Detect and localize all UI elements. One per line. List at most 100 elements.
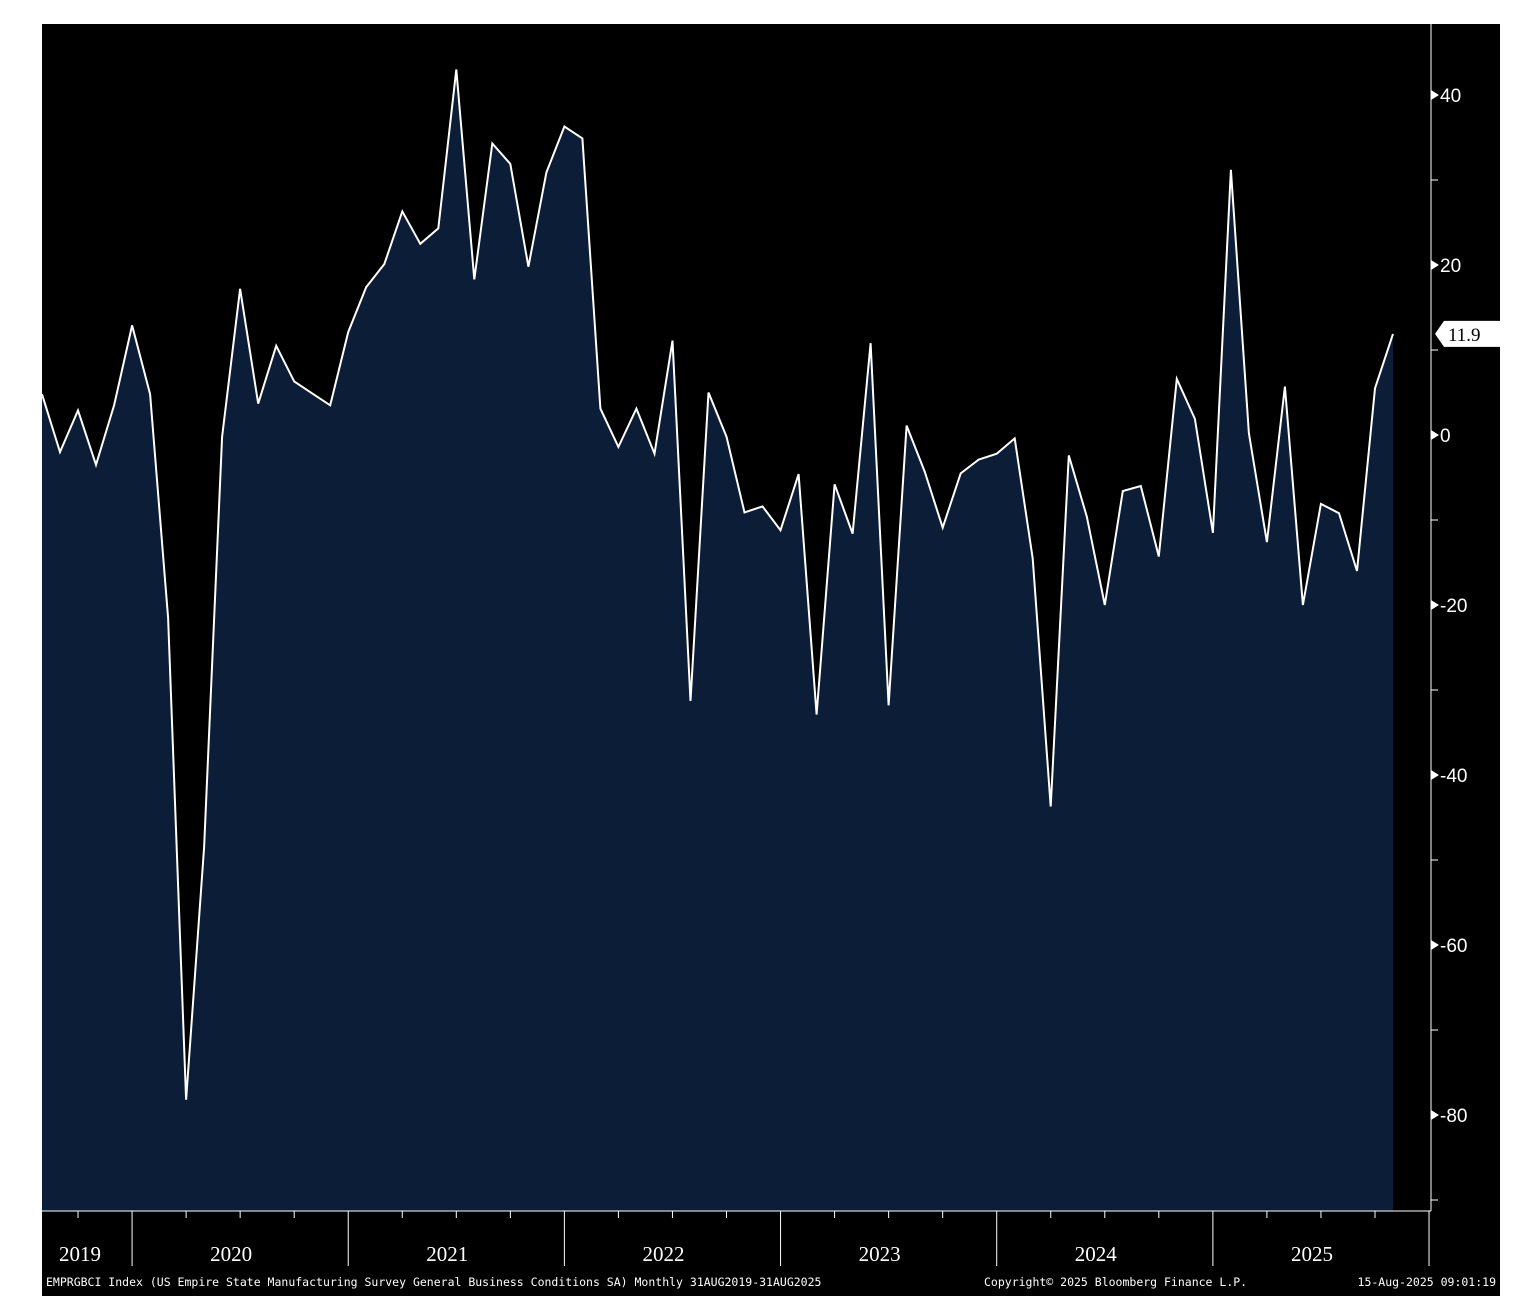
y-major-tick	[1431, 90, 1439, 100]
x-axis: 2019 2020 2021 2022 2023 2024 2025	[42, 1210, 1431, 1266]
x-year-label: 2021	[426, 1242, 468, 1266]
footer-description: EMPRGBCI Index (US Empire State Manufact…	[46, 1275, 821, 1289]
data-point	[833, 482, 837, 486]
data-point	[400, 209, 404, 213]
data-point	[1193, 417, 1197, 421]
data-point	[58, 450, 62, 454]
data-point	[995, 452, 999, 456]
data-point	[797, 472, 801, 476]
plot-layer	[42, 68, 1395, 1211]
data-point	[166, 616, 170, 620]
data-point	[1319, 502, 1323, 506]
data-point	[977, 458, 981, 462]
x-year-label: 2024	[1075, 1242, 1118, 1266]
data-point	[707, 391, 711, 395]
data-point	[634, 407, 638, 411]
data-point	[815, 713, 819, 717]
data-point	[1067, 453, 1071, 457]
series-area-fill	[42, 69, 1393, 1211]
data-point	[1031, 556, 1035, 560]
data-point	[1049, 805, 1053, 809]
data-point	[1373, 386, 1377, 390]
y-major-tick	[1431, 1110, 1439, 1120]
data-point	[42, 392, 44, 396]
data-point	[905, 424, 909, 428]
data-point	[472, 277, 476, 281]
data-point	[148, 392, 152, 396]
data-point	[364, 285, 368, 289]
data-point	[653, 452, 657, 456]
data-point	[1139, 484, 1143, 488]
data-point	[1265, 540, 1269, 544]
y-tick-label: -40	[1440, 766, 1467, 787]
x-year-label: 2025	[1291, 1242, 1333, 1266]
data-point	[616, 445, 620, 449]
y-tick-label: -20	[1440, 596, 1467, 617]
data-point	[454, 68, 458, 72]
data-point	[671, 339, 675, 343]
y-tick-label: -80	[1440, 1106, 1467, 1127]
data-point	[1121, 489, 1125, 493]
data-point	[544, 170, 548, 174]
data-point	[1301, 603, 1305, 607]
y-major-tick	[1431, 430, 1439, 440]
data-point	[94, 463, 98, 467]
chart-frame: 40 20 0 -20 -40 -60 -80 2019 2020 2021 2022 2023 20…	[42, 24, 1500, 1296]
data-point	[382, 262, 386, 266]
data-point	[959, 471, 963, 475]
y-tick-label: 40	[1440, 86, 1461, 107]
x-year-label: 2020	[210, 1242, 252, 1266]
last-value-badge-shape	[1435, 320, 1500, 347]
y-major-tick	[1431, 770, 1439, 780]
data-point	[869, 341, 873, 345]
data-point	[76, 408, 80, 412]
y-major-tick	[1431, 940, 1439, 950]
data-point	[328, 403, 332, 407]
data-point	[1103, 603, 1107, 607]
data-point	[274, 344, 278, 348]
data-point	[112, 403, 116, 407]
data-point	[689, 699, 693, 703]
footer: EMPRGBCI Index (US Empire State Manufact…	[46, 1275, 1496, 1289]
data-point	[1229, 168, 1233, 172]
data-point	[1391, 332, 1395, 336]
data-point	[941, 526, 945, 530]
data-point	[184, 1098, 188, 1102]
data-point	[508, 162, 512, 166]
data-point	[598, 407, 602, 411]
data-point	[725, 435, 729, 439]
data-point	[490, 142, 494, 146]
x-year-label: 2022	[642, 1242, 684, 1266]
y-tick-label: 20	[1440, 256, 1461, 277]
data-point	[310, 391, 314, 395]
y-axis: 40 20 0 -20 -40 -60 -80	[1430, 24, 1467, 1211]
y-major-tick	[1431, 600, 1439, 610]
data-point	[923, 470, 927, 474]
data-point	[761, 504, 765, 508]
data-point	[256, 402, 260, 406]
data-point	[220, 435, 224, 439]
footer-copyright: Copyright© 2025 Bloomberg Finance L.P.	[984, 1275, 1247, 1289]
last-value-badge: 11.9	[1435, 320, 1500, 347]
data-point	[1085, 515, 1089, 519]
data-point	[562, 125, 566, 129]
data-point	[1355, 569, 1359, 573]
data-point	[238, 287, 242, 291]
data-point	[1337, 511, 1341, 515]
y-tick-label: 0	[1440, 426, 1451, 447]
data-point	[436, 226, 440, 230]
data-point	[418, 242, 422, 246]
data-point	[1013, 436, 1017, 440]
data-point	[743, 510, 747, 514]
data-point	[526, 265, 530, 269]
data-point	[580, 136, 584, 140]
footer-timestamp: 15-Aug-2025 09:01:19	[1358, 1275, 1497, 1289]
series-line	[42, 69, 1394, 1100]
data-point	[851, 532, 855, 536]
x-year-label: 2019	[59, 1242, 101, 1266]
y-major-tick	[1431, 260, 1439, 270]
last-value-label: 11.9	[1448, 325, 1481, 346]
data-point	[130, 323, 134, 327]
data-point	[1247, 431, 1251, 435]
data-point	[1211, 531, 1215, 535]
